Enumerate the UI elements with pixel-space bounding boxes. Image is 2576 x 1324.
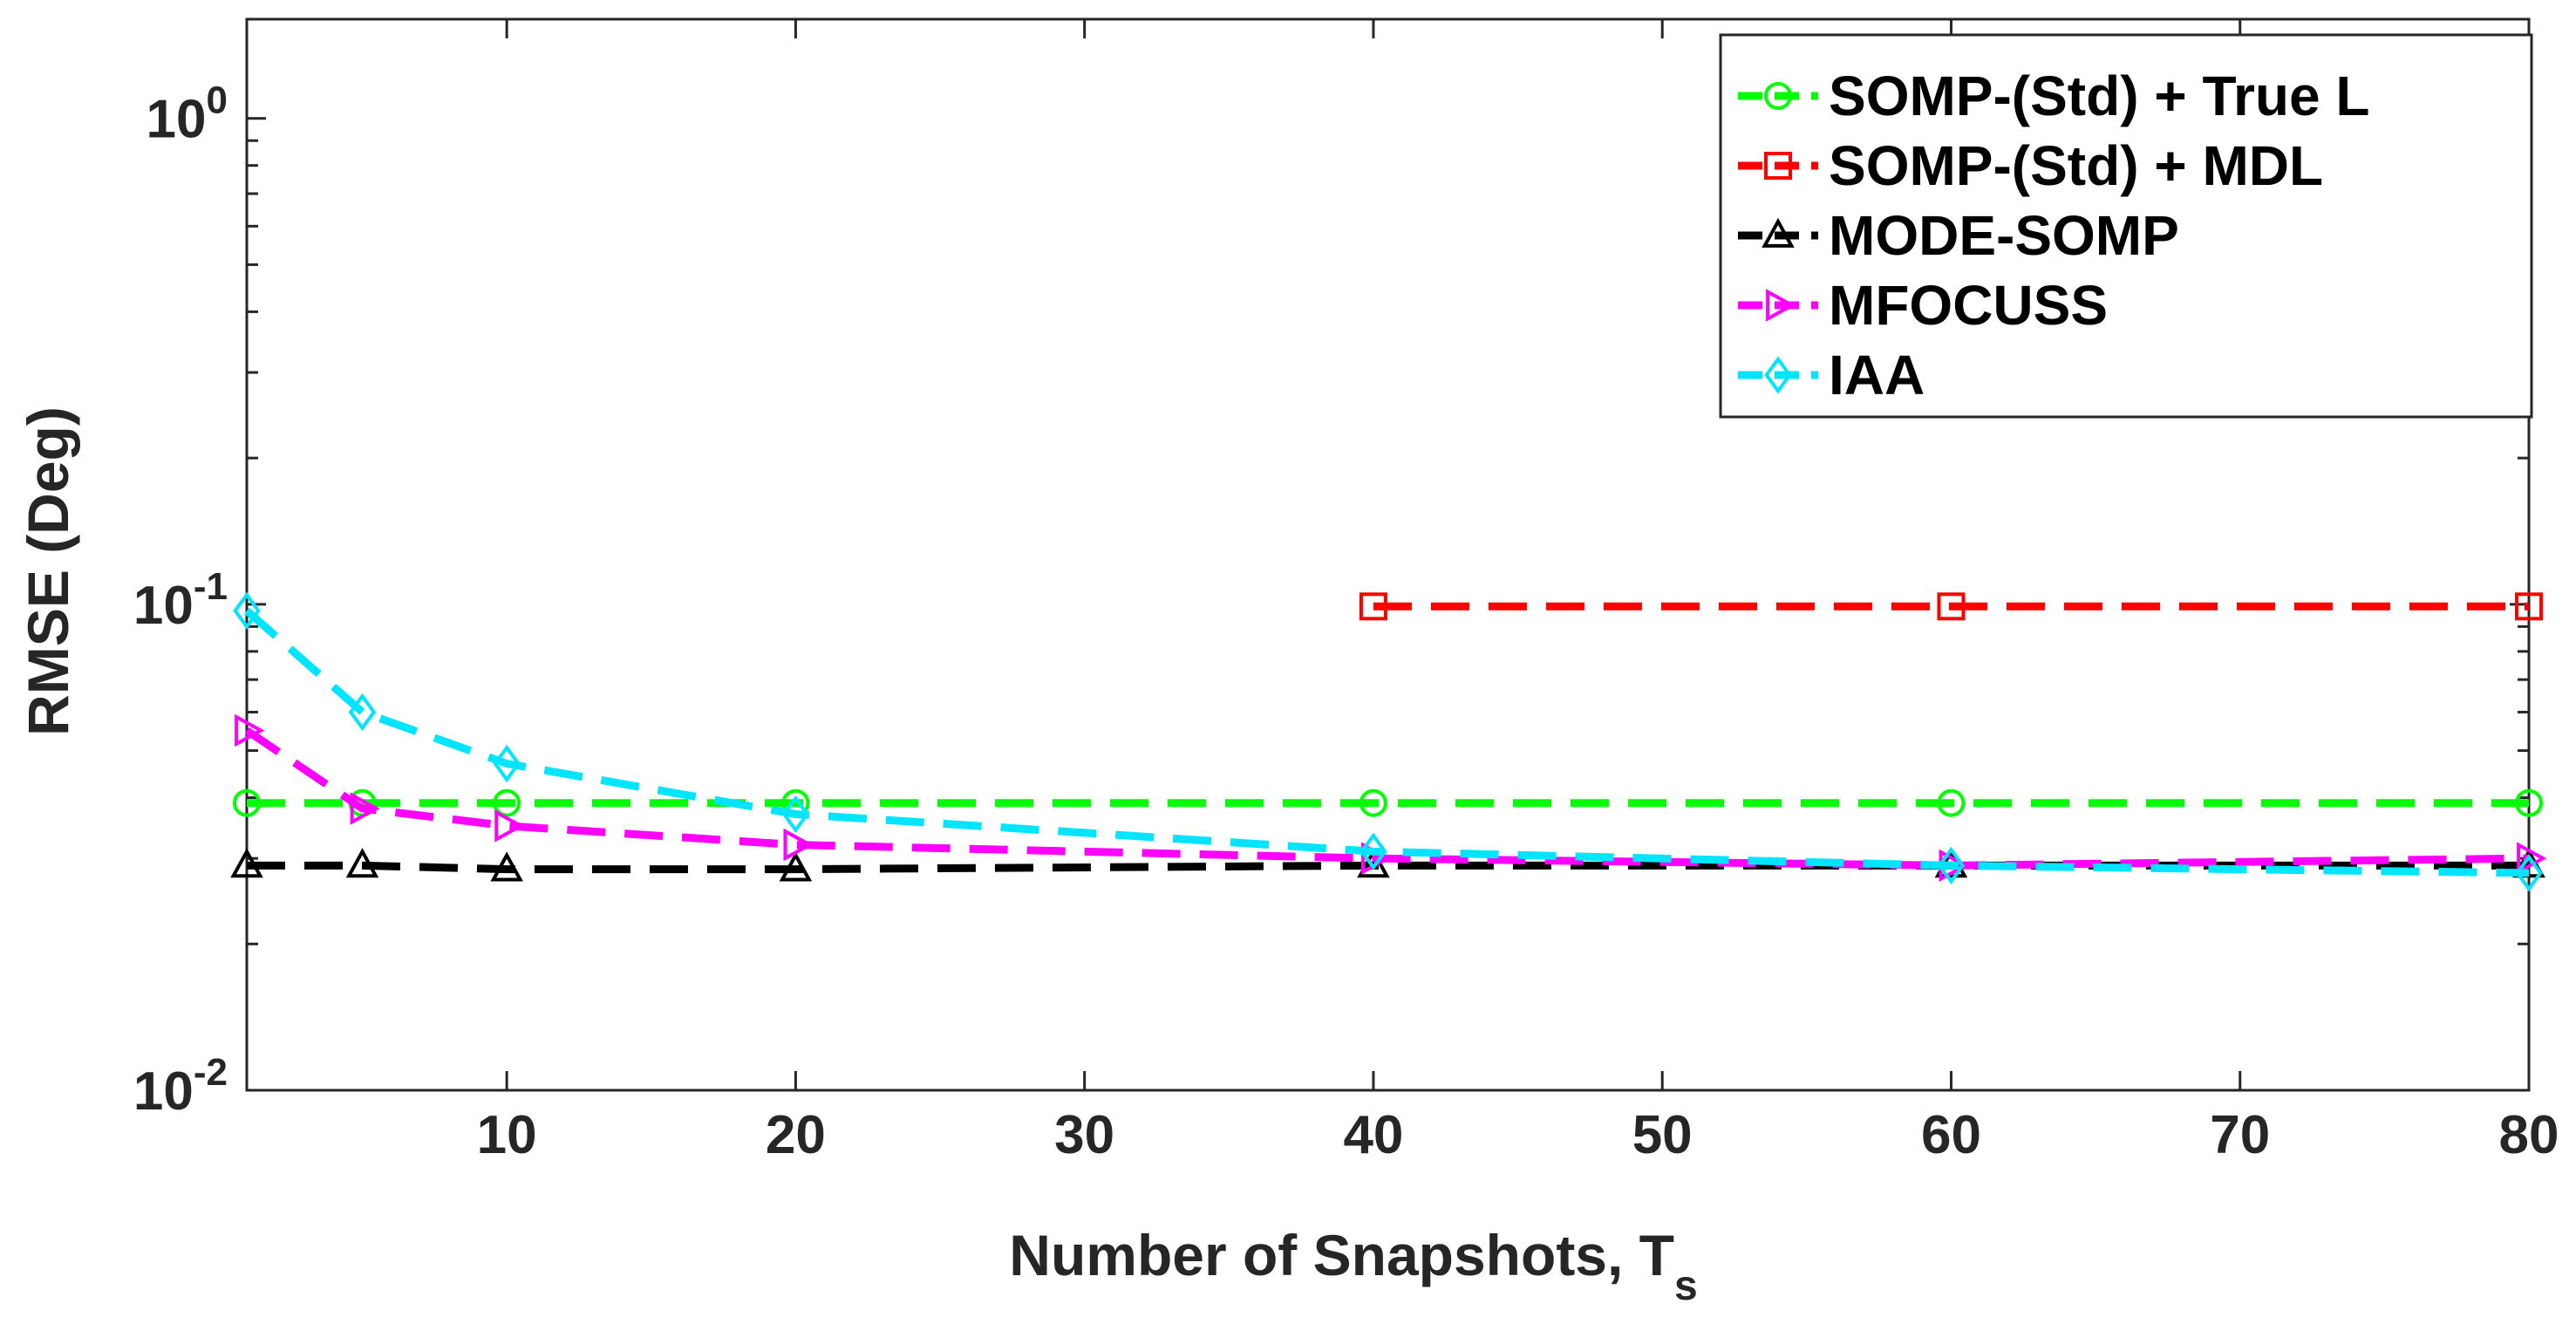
y-tick-label: 10-1 — [133, 565, 228, 636]
diamond-marker — [233, 591, 261, 630]
diamond-marker — [781, 795, 810, 834]
triangle-right-marker — [235, 713, 265, 747]
diamond-marker — [348, 693, 377, 732]
y-tick-label-base: 10 — [133, 576, 194, 636]
diamond-marker — [1764, 356, 1792, 394]
triangle-marker — [345, 848, 379, 878]
x-tick-label: 70 — [2210, 1105, 2270, 1165]
square-marker — [2515, 592, 2543, 621]
legend-label: MODE-SOMP — [1829, 204, 2179, 267]
series-somp-std-mdl — [1359, 592, 2543, 621]
circle-marker — [1937, 788, 1966, 817]
series-line-iaa — [244, 607, 2530, 877]
legend-box — [1719, 33, 2533, 419]
x-tick-label: 10 — [477, 1105, 537, 1165]
legend-item: SOMP-(Std) + MDL — [1738, 134, 2323, 197]
x-tick-label: 60 — [1921, 1105, 1981, 1165]
legend-label: SOMP-(Std) + True L — [1829, 65, 2369, 127]
triangle-right-marker — [2517, 842, 2547, 875]
circle-marker — [493, 788, 521, 817]
circle-marker — [1359, 788, 1387, 817]
x-axis-title-main: Number of Snapshots, T — [1009, 1223, 1674, 1287]
circle-marker — [233, 788, 261, 817]
legend-item: MFOCUSS — [1738, 274, 2108, 337]
triangle-marker — [779, 851, 813, 882]
circle-marker — [2515, 788, 2543, 817]
triangle-marker — [1762, 217, 1795, 248]
triangle-right-marker — [350, 792, 380, 825]
x-axis-title: Number of Snapshots, Ts — [1009, 1223, 1697, 1309]
legend-label: IAA — [1829, 344, 1925, 406]
legend-item: IAA — [1738, 344, 1925, 406]
x-tick-label: 50 — [1632, 1105, 1693, 1165]
circle-marker — [1764, 82, 1792, 110]
y-tick-label: 100 — [147, 79, 228, 150]
y-tick-label-base: 10 — [147, 90, 207, 150]
diamond-marker — [1937, 846, 1966, 884]
y-axis-title: RMSE (Deg) — [16, 406, 80, 736]
diamond-marker — [493, 744, 521, 783]
square-marker — [1937, 592, 1966, 621]
square-marker — [1359, 592, 1387, 621]
legend: SOMP-(Std) + True L SOMP-(Std) + MDL MODE-… — [1719, 33, 2533, 419]
square-marker — [1764, 152, 1792, 180]
series-iaa — [233, 591, 2543, 892]
y-tick-label-exponent: -2 — [194, 1051, 228, 1094]
y-tick-label-base: 10 — [133, 1061, 194, 1122]
legend-items: SOMP-(Std) + True L SOMP-(Std) + MDL MODE-… — [1738, 65, 2369, 406]
legend-label: MFOCUSS — [1829, 274, 2108, 337]
x-tick-label: 30 — [1054, 1105, 1114, 1165]
y-tick-label-exponent: -1 — [194, 565, 228, 608]
triangle-marker — [490, 851, 523, 882]
x-tick-label: 20 — [766, 1105, 826, 1165]
legend-item: SOMP-(Std) + True L — [1738, 65, 2369, 127]
legend-label: SOMP-(Std) + MDL — [1829, 134, 2323, 197]
x-tick-label: 80 — [2499, 1105, 2559, 1165]
data-series — [230, 591, 2547, 892]
x-tick-labels: 10 20 30 40 50 60 70 80 — [477, 1105, 2559, 1165]
y-tick-label-exponent: 0 — [207, 79, 228, 122]
axis-ticks — [247, 19, 2531, 1092]
diamond-marker — [2515, 854, 2543, 892]
triangle-right-marker — [783, 828, 814, 862]
legend-item: MODE-SOMP — [1738, 204, 2179, 267]
y-tick-label: 10-2 — [133, 1051, 228, 1122]
triangle-right-marker — [494, 809, 525, 843]
x-axis-title-subscript: s — [1674, 1263, 1698, 1309]
triangle-right-marker — [1766, 289, 1796, 322]
triangle-marker — [230, 848, 263, 878]
x-tick-label: 40 — [1343, 1105, 1403, 1165]
diamond-marker — [1360, 832, 1387, 870]
